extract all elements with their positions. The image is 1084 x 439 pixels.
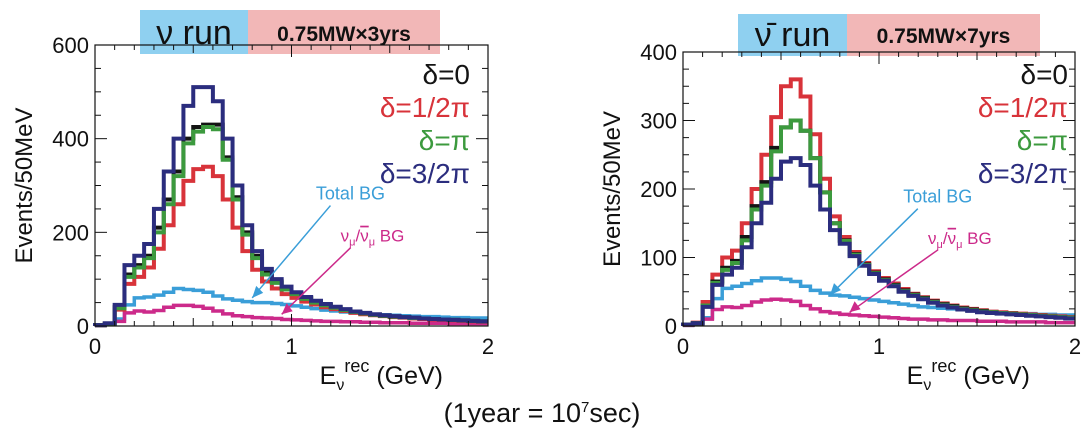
panel-1-annotation-total-bg: Total BG xyxy=(903,187,972,207)
panel-0-run-label-box xyxy=(140,10,248,54)
panel-1-x-axis-label-unit: (GeV) xyxy=(956,362,1030,390)
panel-0-exposure-label-box xyxy=(248,10,440,54)
panel-1-y-tick-label: 100 xyxy=(640,246,677,271)
panel-0-arrowhead-numu-bg xyxy=(281,303,293,315)
footnote-prefix: (1year = 10 xyxy=(443,398,581,428)
panel-0-y-tick-label: 200 xyxy=(52,220,89,245)
panel-1-exposure-label-box xyxy=(847,14,1040,56)
panel-0-run-label: ν run xyxy=(156,14,232,52)
panel-1-annotation-numu-main: ν xyxy=(928,229,937,248)
panel-1-legend-entry-3: δ=3/2π xyxy=(978,158,1068,189)
panel-1-annotation-numubar-sub: μ xyxy=(956,239,962,251)
panel-1-arrowhead-numu-bg xyxy=(849,301,861,313)
panel-1-y-axis-label: Events/50MeV xyxy=(599,111,626,267)
panel-1-annotation-numu-slash: / xyxy=(943,229,948,248)
panel-1-x-tick-label: 2 xyxy=(1069,334,1081,359)
panel-1-annotation-numu-tail: BG xyxy=(962,229,991,248)
panel-1-x-axis-label-sub: ν xyxy=(923,377,931,394)
panel-0-annotation-numu-bg: νμ/νμ BG xyxy=(341,227,405,249)
panel-1-annotation-numubar-main: ν xyxy=(948,229,957,248)
panel-0-y-axis-label: Events/50MeV xyxy=(11,107,38,263)
panel-0-x-tick-label: 0 xyxy=(89,334,101,359)
footnote: (1year = 107sec) xyxy=(0,398,1084,429)
panel-0-legend-entry-1: δ=1/2π xyxy=(380,92,470,123)
panel-1-x-tick-label: 0 xyxy=(677,334,689,359)
left-panel: ν run 0.75MW×3yrs 0 1 2 0 200 400 600 Events/50Me… xyxy=(11,10,494,394)
panel-1-exposure-label: 0.75MW×7yrs xyxy=(877,25,1011,48)
panel-1-y-tick-label: 200 xyxy=(640,177,677,202)
panel-0-legend-entry-2: δ=π xyxy=(419,125,470,156)
panel-0-annotation-numu-tail: BG xyxy=(375,227,404,246)
panel-1-y-tick-label: 400 xyxy=(640,40,677,65)
panel-0-y-tick-label: 0 xyxy=(77,314,89,339)
panel-1-legend-entry-2: δ=π xyxy=(1017,125,1068,156)
panel-0-x-axis-label: Eνrec (GeV) xyxy=(320,356,443,394)
footnote-suffix: sec) xyxy=(589,398,641,428)
panel-0-exposure-label: 0.75MW×3yrs xyxy=(277,23,411,46)
right-panel: ν̄ run 0.75MW×7yrs 0 1 2 0 100 200 300 400 Events/… xyxy=(599,14,1081,394)
panel-0-series-3 xyxy=(93,85,488,328)
panel-1-arrow-numu-bg xyxy=(849,249,939,313)
panel-0-arrow-total-bg xyxy=(251,205,332,299)
panel-0-x-axis-label-sup: rec xyxy=(344,356,369,376)
panel-0-x-tick-label: 2 xyxy=(482,334,494,359)
panel-0-x-axis-label-base: E xyxy=(320,362,337,390)
panel-1-arrow-total-bg xyxy=(829,208,919,296)
panel-1-annotation-numu-sub: μ xyxy=(937,239,943,251)
panel-0-arrowhead-total-bg xyxy=(252,285,264,298)
panel-1-x-tick-label: 1 xyxy=(873,334,885,359)
panel-0-series-5 xyxy=(93,303,488,328)
panel-0-annotation-numubar-main: ν xyxy=(360,227,369,246)
panel-0-annotation-numubar-sub: μ xyxy=(369,237,375,249)
panel-1-y-tick-label: 0 xyxy=(665,314,677,339)
panel-1-series-5 xyxy=(681,297,1075,328)
panel-1-legend-entry-1: δ=1/2π xyxy=(978,92,1068,123)
panel-0-x-axis-label-unit: (GeV) xyxy=(369,362,443,390)
panel-1-x-axis-label: Eνrec (GeV) xyxy=(907,356,1030,394)
panel-1-run-label-box xyxy=(738,14,847,56)
panel-1-y-tick-label: 300 xyxy=(640,109,677,134)
panel-1-annotation-numu-bg: νμ/νμ BG xyxy=(928,229,992,251)
panel-0-annotation-numu-sub: μ xyxy=(349,237,355,249)
panel-0-legend-entry-0: δ=0 xyxy=(422,59,470,90)
panel-0-y-tick-label: 600 xyxy=(52,33,89,58)
panel-1-series-3 xyxy=(681,156,1075,327)
footnote-exponent: 7 xyxy=(580,399,590,416)
panel-1-x-axis-label-sup: rec xyxy=(931,356,956,376)
panel-0-x-axis-label-sub: ν xyxy=(336,377,344,394)
panel-1-legend-entry-0: δ=0 xyxy=(1020,59,1068,90)
panel-0-legend-entry-3: δ=3/2π xyxy=(380,158,470,189)
panel-1-arrowhead-total-bg xyxy=(830,283,841,296)
panel-1-run-label: ν̄ run xyxy=(755,16,831,54)
panel-0-arrow-numu-bg xyxy=(281,247,352,315)
panel-0-x-tick-label: 1 xyxy=(285,334,297,359)
panel-1-x-axis-label-base: E xyxy=(907,362,924,390)
panel-0-annotation-total-bg: Total BG xyxy=(316,184,385,204)
panel-0-annotation-numu-main: ν xyxy=(341,227,350,246)
panel-0-y-tick-label: 400 xyxy=(52,127,89,152)
panel-0-annotation-numu-slash: / xyxy=(355,227,360,246)
